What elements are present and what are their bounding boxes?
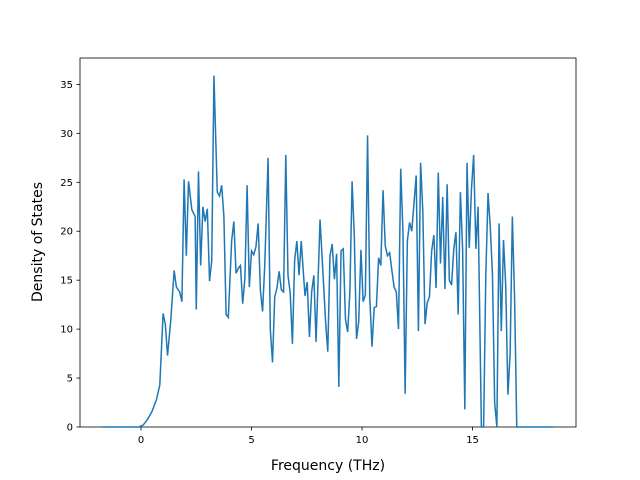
- y-tick-label: 0: [67, 423, 73, 434]
- y-tick-label: 35: [60, 80, 73, 91]
- y-tick-label: 25: [60, 178, 73, 189]
- x-tick-label: 5: [248, 435, 254, 446]
- y-axis-label: Density of States: [30, 182, 46, 302]
- x-tick-label: 10: [356, 435, 369, 446]
- y-tick-label: 5: [67, 374, 73, 385]
- x-tick-label: 0: [138, 435, 144, 446]
- line: [102, 75, 554, 428]
- x-axis-label: Frequency (THz): [271, 458, 385, 474]
- y-tick-label: 20: [60, 227, 73, 238]
- plot-frame: [79, 57, 577, 428]
- y-tick-label: 30: [60, 129, 73, 140]
- y-tick-label: 15: [60, 276, 73, 287]
- x-tick-label: 15: [466, 435, 479, 446]
- y-tick-label: 10: [60, 325, 73, 336]
